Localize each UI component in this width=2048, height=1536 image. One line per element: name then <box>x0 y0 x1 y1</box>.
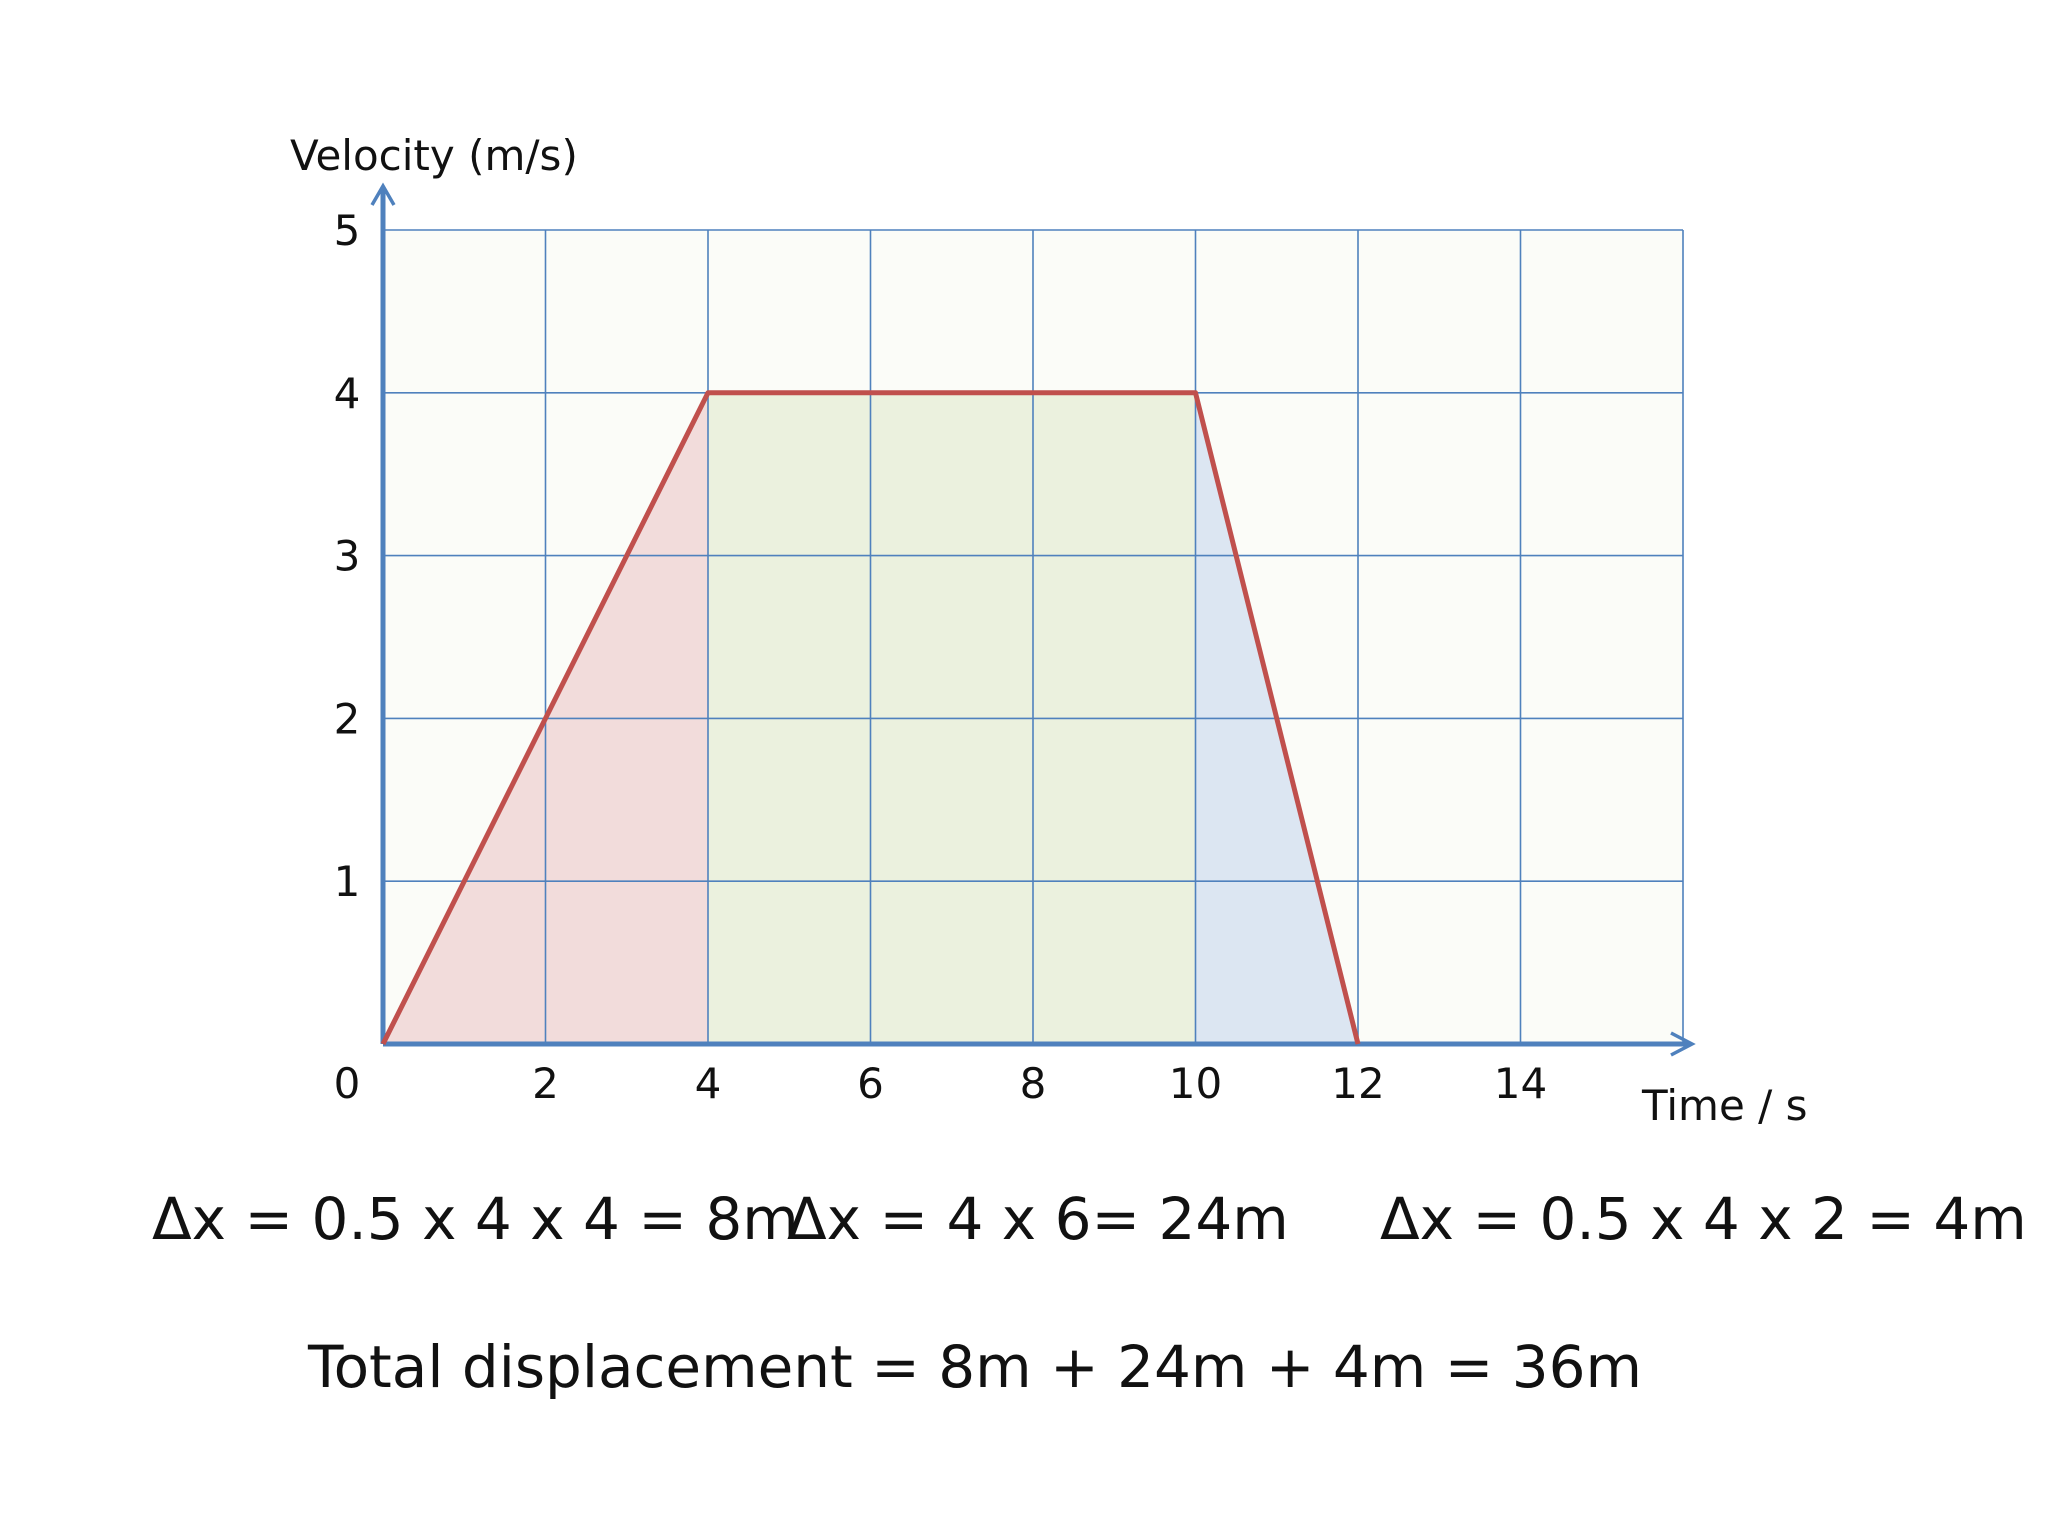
x-tick-label: 4 <box>695 1059 722 1108</box>
y-tick-label: 4 <box>334 369 361 418</box>
x-tick-label: 6 <box>857 1059 884 1108</box>
velocity-line <box>380 390 1361 1046</box>
x-axis-arrow <box>1670 1031 1696 1057</box>
y-axis-title: Velocity (m/s) <box>290 131 578 180</box>
x-tick-label: 10 <box>1169 1059 1222 1108</box>
y-tick-label: 2 <box>334 694 361 743</box>
equation-total: Total displacement = 8m + 24m + 4m = 36m <box>308 1333 1643 1401</box>
y-tick-label: 1 <box>334 857 361 906</box>
x-tick-label: 14 <box>1494 1059 1547 1108</box>
equation-region-2: Δx = 4 x 6= 24m <box>787 1185 1289 1253</box>
equation-region-3: Δx = 0.5 x 4 x 2 = 4m <box>1380 1185 2027 1253</box>
equation-region-1: Δx = 0.5 x 4 x 4 = 8m <box>152 1185 799 1253</box>
x-axis-title: Time / s <box>1641 1081 1808 1130</box>
chart-axes <box>370 182 1696 1057</box>
x-tick-label: 2 <box>532 1059 559 1108</box>
x-tick-label: 8 <box>1020 1059 1047 1108</box>
x-tick-label: 12 <box>1331 1059 1384 1108</box>
y-axis-arrow <box>370 182 396 206</box>
velocity-series-line <box>380 390 1361 1046</box>
y-tick-label: 3 <box>334 532 361 581</box>
x-tick-label: 0 <box>334 1059 361 1108</box>
y-tick-label: 5 <box>334 206 361 255</box>
